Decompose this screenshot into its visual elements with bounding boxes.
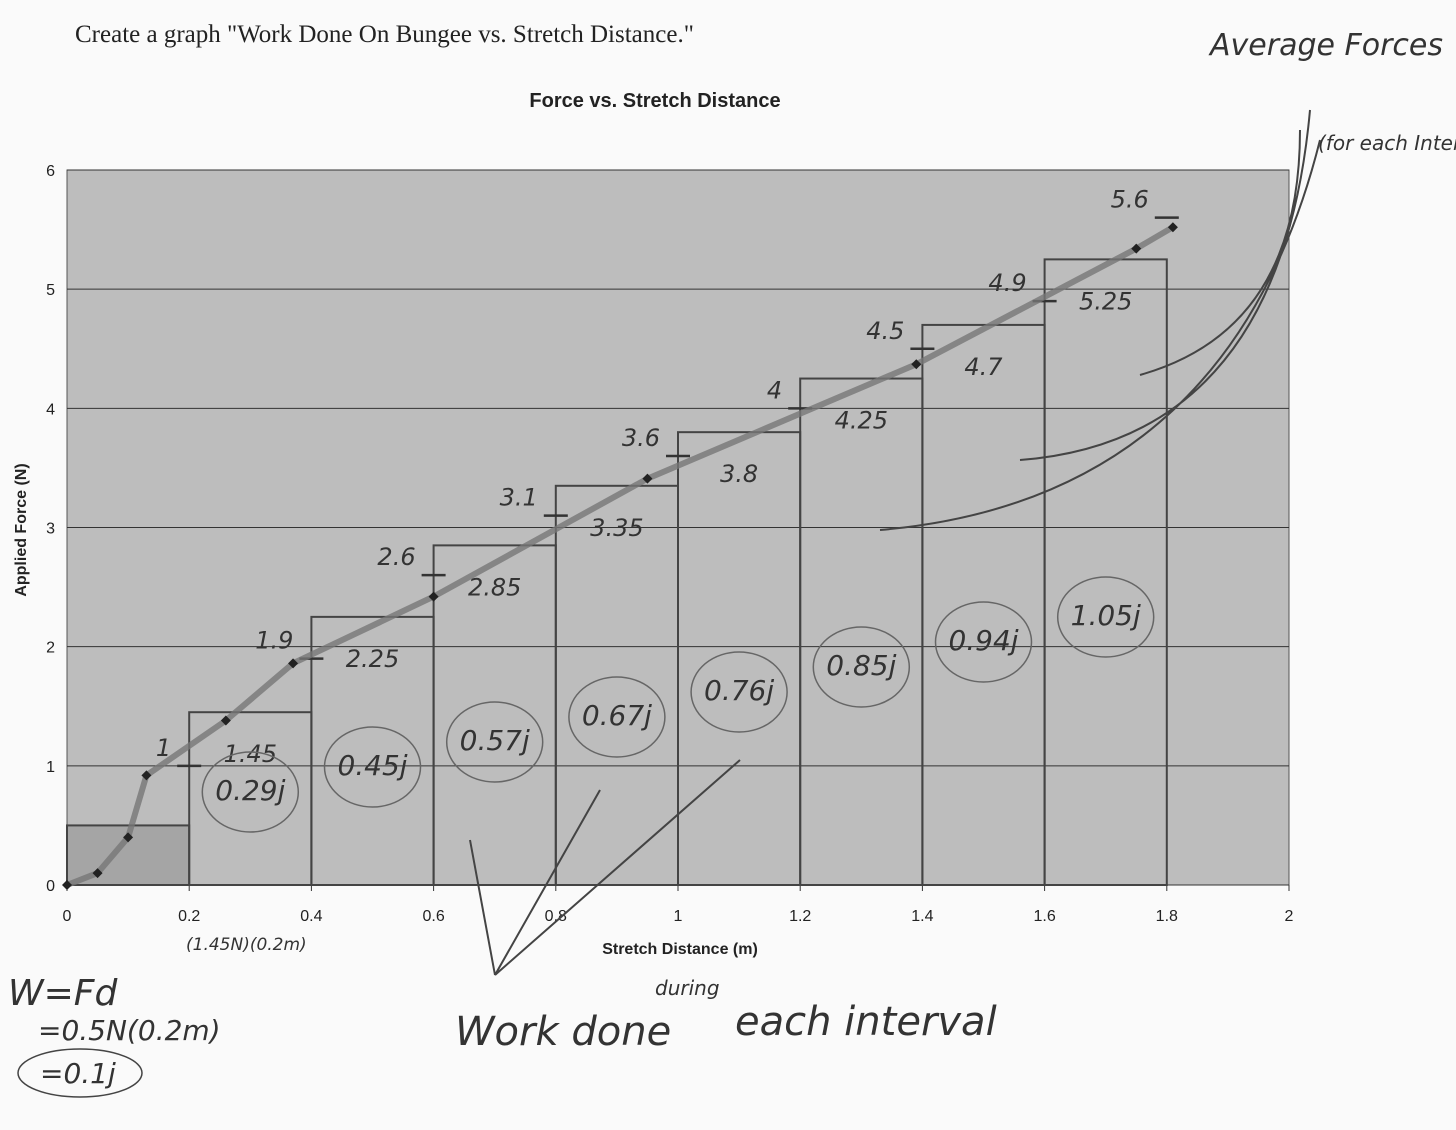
y-tick-label: 0 bbox=[46, 878, 55, 895]
work-label: 0.85j bbox=[826, 649, 896, 682]
x-tick-label: 1.2 bbox=[789, 908, 811, 925]
work-label: 0.29j bbox=[215, 774, 285, 807]
y-tick-label: 6 bbox=[46, 163, 55, 180]
chart-title: Force vs. Stretch Distance bbox=[529, 90, 780, 112]
annotation: Work done bbox=[455, 1009, 671, 1055]
average-force-label: 4.25 bbox=[835, 407, 888, 435]
formula: W=Fd bbox=[8, 973, 118, 1014]
x-tick-label: 1.8 bbox=[1156, 908, 1178, 925]
work-label: 0.45j bbox=[337, 749, 407, 782]
x-tick-label: 1 bbox=[674, 908, 683, 925]
edge-force-label: 5.6 bbox=[1111, 186, 1149, 214]
x-tick-label: 2 bbox=[1285, 908, 1294, 925]
edge-force-label: 4.9 bbox=[988, 269, 1026, 297]
edge-force-label: 4.5 bbox=[866, 317, 904, 345]
page: Create a graph "Work Done On Bungee vs. … bbox=[0, 0, 1456, 1130]
work-label: 0.76j bbox=[704, 674, 774, 707]
instruction: Create a graph "Work Done On Bungee vs. … bbox=[75, 21, 694, 48]
x-tick-label: 0.4 bbox=[300, 908, 322, 925]
edge-force-label: 1.9 bbox=[255, 627, 293, 655]
average-force-label: 3.35 bbox=[590, 514, 643, 542]
annotation: Average Forces bbox=[1208, 28, 1443, 63]
average-force-label: 5.25 bbox=[1079, 287, 1132, 315]
y-tick-label: 4 bbox=[46, 401, 55, 418]
annotation: during bbox=[655, 976, 720, 1000]
annotation: each interval bbox=[735, 999, 997, 1045]
work-label: 0.67j bbox=[582, 699, 652, 732]
annotation: (for each Interval) bbox=[1318, 131, 1456, 155]
y-axis-label: Applied Force (N) bbox=[13, 463, 30, 596]
average-force-label: 1.45 bbox=[224, 740, 277, 768]
y-tick-label: 5 bbox=[46, 282, 55, 299]
work-label: 0.57j bbox=[460, 724, 530, 757]
work-label: 1.05j bbox=[1071, 599, 1141, 632]
formula: =0.5N(0.2m) bbox=[38, 1014, 221, 1047]
x-tick-label: 0.2 bbox=[178, 908, 200, 925]
average-force-label: 3.8 bbox=[720, 460, 758, 488]
x-tick-label: 1.4 bbox=[911, 908, 933, 925]
edge-force-label: 4 bbox=[767, 376, 782, 404]
worksheet: Create a graph "Work Done On Bungee vs. … bbox=[0, 0, 1456, 1130]
x-tick-label: 1.6 bbox=[1033, 908, 1055, 925]
average-force-label: 4.7 bbox=[964, 353, 1003, 381]
edge-force-label: 2.6 bbox=[377, 543, 415, 571]
average-force-label: 2.85 bbox=[468, 573, 521, 601]
x-tick-label: 0.6 bbox=[422, 908, 444, 925]
y-tick-label: 1 bbox=[46, 759, 55, 776]
x-axis-label: Stretch Distance (m) bbox=[602, 941, 758, 958]
annotation: (1.45N)(0.2m) bbox=[186, 935, 307, 955]
average-force-label: 2.25 bbox=[346, 645, 399, 673]
formula: =0.1j bbox=[40, 1057, 116, 1090]
y-tick-label: 3 bbox=[46, 521, 55, 538]
edge-force-label: 3.6 bbox=[622, 424, 660, 452]
x-tick-label: 0 bbox=[63, 908, 72, 925]
edge-force-label: 3.1 bbox=[500, 484, 538, 512]
work-label: 0.94j bbox=[948, 624, 1018, 657]
y-tick-label: 2 bbox=[46, 640, 55, 657]
